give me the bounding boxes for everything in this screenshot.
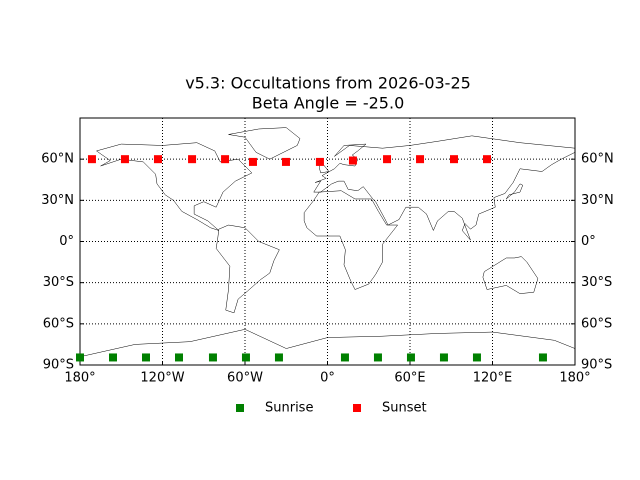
marker: [120, 155, 129, 164]
y-tick-label: 60°S: [581, 316, 612, 331]
x-tick-label: 60°E: [394, 371, 425, 386]
marker: [373, 353, 382, 362]
marker: [439, 353, 448, 362]
x-tick-label: 180°: [64, 371, 95, 386]
y-tick-label: 0°: [581, 234, 596, 249]
marker: [175, 353, 183, 362]
x-tick-label: 120°E: [473, 371, 513, 386]
marker: [450, 155, 458, 164]
marker: [406, 353, 415, 362]
legend-swatch: [236, 404, 244, 412]
marker: [315, 157, 324, 166]
coastline: [228, 127, 301, 160]
y-tick-label: 90°S: [43, 358, 74, 373]
coastline: [303, 190, 399, 290]
marker: [483, 155, 491, 164]
marker: [142, 353, 150, 362]
x-tick-label: 180°: [559, 371, 590, 386]
marker: [109, 353, 117, 362]
y-tick-label: 30°S: [581, 275, 612, 290]
y-tick-label: 60°N: [581, 152, 614, 167]
y-tick-label: 30°N: [581, 193, 614, 208]
marker: [87, 155, 96, 164]
marker: [538, 353, 547, 362]
legend-label: Sunrise: [265, 401, 313, 416]
marker: [274, 353, 283, 362]
marker: [221, 155, 230, 164]
legend-swatch: [353, 404, 361, 412]
coastline: [95, 142, 253, 231]
marker: [248, 157, 257, 166]
y-tick-label: 60°N: [41, 152, 74, 167]
y-tick-label: 60°S: [43, 316, 74, 331]
plot-frame: [79, 117, 576, 366]
marker: [153, 155, 162, 164]
marker: [383, 155, 392, 164]
y-tick-label: 30°S: [43, 275, 74, 290]
y-tick-label: 30°N: [41, 193, 74, 208]
coastline: [313, 135, 576, 241]
x-tick-label: 0°: [320, 371, 335, 386]
x-tick-label: 120°W: [140, 371, 184, 386]
marker: [340, 353, 349, 362]
marker: [348, 156, 357, 165]
marker: [472, 353, 481, 362]
y-tick-label: 0°: [59, 234, 74, 249]
coastline: [215, 224, 280, 314]
marker: [76, 353, 84, 362]
y-tick-label: 90°S: [581, 358, 612, 373]
marker: [416, 155, 425, 164]
chart-title: v5.3: Occultations from 2026-03-25: [185, 74, 471, 93]
marker: [188, 155, 197, 164]
x-tick-label: 60°W: [227, 371, 263, 386]
marker: [208, 353, 217, 362]
coastline: [506, 183, 524, 200]
legend-label: Sunset: [382, 401, 427, 416]
coastline: [482, 256, 539, 294]
marker: [241, 353, 250, 362]
chart-subtitle: Beta Angle = -25.0: [252, 94, 405, 113]
marker: [281, 157, 290, 166]
